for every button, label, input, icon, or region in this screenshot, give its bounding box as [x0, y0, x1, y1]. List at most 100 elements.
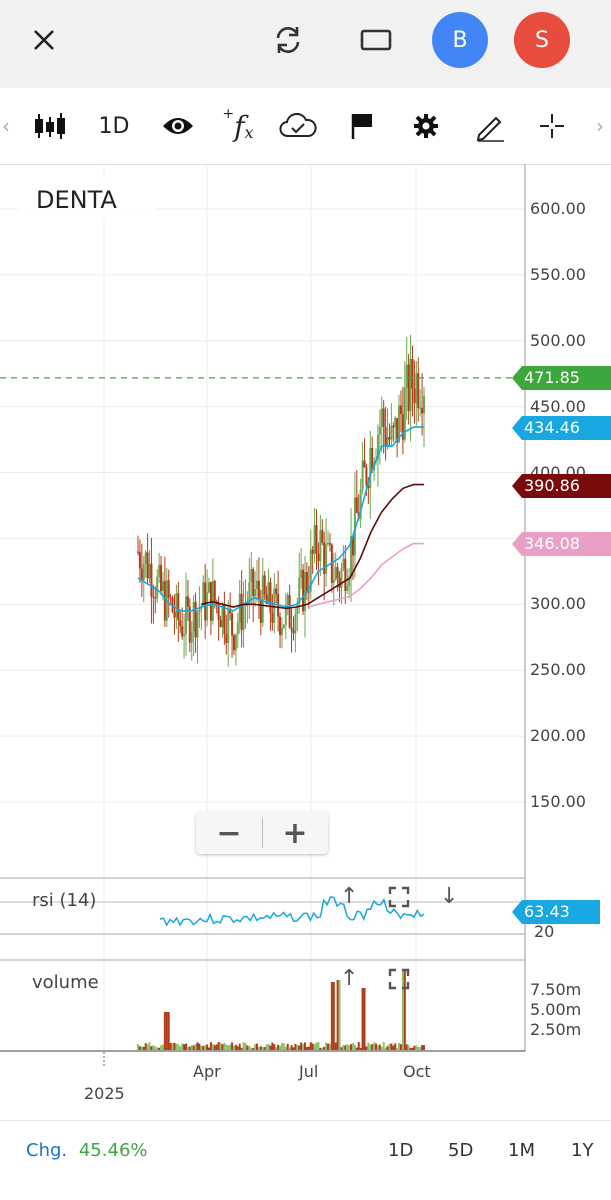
volume-bar [302, 1044, 305, 1050]
candle-body [388, 437, 391, 440]
candle-body [169, 597, 172, 599]
candle-body [250, 569, 253, 583]
volume-bar [332, 982, 335, 1050]
volume-bar [200, 1045, 203, 1050]
period-1y[interactable]: 1Y [571, 1140, 594, 1161]
candle-body [294, 614, 297, 634]
volume-bar [250, 1047, 253, 1050]
volume-bar [267, 1043, 270, 1050]
volume-tick-2: 5.00m [530, 1000, 582, 1019]
move-down-icon[interactable]: ↓ [440, 884, 459, 909]
volume-bar [146, 1044, 149, 1050]
volume-label[interactable]: volume [32, 972, 99, 993]
ma-mid-tag: 390.86 [512, 474, 611, 498]
candle-body [194, 601, 197, 638]
price-chart[interactable] [0, 164, 611, 1124]
month-oct: Oct [403, 1062, 431, 1081]
volume-bar [284, 1046, 287, 1050]
volume-bar [137, 1044, 139, 1050]
flag-icon[interactable] [334, 100, 390, 152]
scroll-left-icon[interactable]: ‹ [2, 114, 10, 138]
volume-bar [248, 1046, 251, 1050]
candle-body [138, 552, 141, 569]
candle-body [227, 608, 230, 643]
candlestick-icon[interactable] [22, 100, 78, 152]
volume-maximize-icon[interactable] [388, 968, 410, 994]
volume-bar [223, 1042, 226, 1050]
volume-bar [169, 1042, 172, 1050]
volume-bar [265, 1044, 268, 1050]
zoom-in-button[interactable]: + [282, 815, 308, 851]
volume-bar [415, 1045, 418, 1050]
avatar-b[interactable]: B [432, 12, 488, 68]
volume-bar [369, 1044, 372, 1050]
volume-bar [215, 1044, 218, 1050]
candle-body [280, 627, 283, 636]
volume-bar [259, 1046, 262, 1050]
candle-body [273, 588, 276, 623]
candle-body [317, 553, 320, 562]
zoom-out-button[interactable]: − [216, 815, 242, 851]
eye-icon[interactable] [150, 100, 206, 152]
volume-bar [177, 1044, 180, 1050]
candle-body [292, 630, 295, 634]
volume-bar [338, 980, 341, 1050]
gear-icon[interactable] [398, 100, 454, 152]
period-5d[interactable]: 5D [448, 1140, 474, 1161]
volume-bar [154, 1046, 157, 1050]
scroll-right-icon[interactable]: › [596, 114, 604, 138]
cloud-check-icon[interactable] [270, 100, 326, 152]
candle-body [146, 552, 149, 579]
moving-averages [137, 426, 424, 612]
crosshair-icon[interactable] [524, 100, 580, 152]
refresh-icon[interactable] [258, 14, 318, 66]
candle-body [208, 582, 211, 593]
interval-button[interactable]: 1D [98, 113, 130, 139]
candle-body [236, 622, 239, 635]
bottom-divider [0, 1120, 611, 1121]
candle-body [140, 568, 143, 581]
volume-bar [353, 1044, 356, 1050]
indicator-fx-icon[interactable]: + 𝑓 x [222, 106, 254, 143]
period-1d[interactable]: 1D [388, 1140, 414, 1161]
volume-bar [409, 1047, 412, 1050]
volume-bar [209, 1042, 212, 1050]
candle-body [148, 563, 151, 579]
volume-bar [163, 1012, 166, 1050]
volume-bar [211, 1043, 214, 1050]
volume-bar [321, 1047, 324, 1050]
period-1m[interactable]: 1M [508, 1140, 535, 1161]
candle-body [321, 530, 324, 543]
volume-bar [300, 1042, 303, 1050]
volume-bar [386, 1046, 389, 1050]
move-up-icon[interactable]: ↑ [340, 884, 359, 909]
window-icon[interactable] [346, 14, 406, 66]
volume-bar [399, 1044, 402, 1050]
volume-tick-1: 7.50m [530, 980, 582, 999]
rsi-label[interactable]: rsi (14) [32, 890, 97, 911]
close-icon[interactable] [14, 14, 74, 66]
candle-body [392, 425, 395, 428]
month-apr: Apr [193, 1062, 221, 1081]
volume-move-up-icon[interactable]: ↑ [340, 966, 359, 991]
candle-body [154, 597, 157, 599]
candle-body [386, 437, 389, 447]
candle-body [401, 413, 404, 440]
candle-body [303, 572, 306, 612]
volume-bar [181, 1043, 184, 1050]
candle-body [202, 582, 205, 607]
candle-body [342, 558, 345, 569]
volume-bar [392, 1045, 395, 1050]
pencil-icon[interactable] [462, 100, 518, 152]
volume-bar [148, 1042, 151, 1050]
volume-bar [198, 1043, 201, 1050]
maximize-icon[interactable] [388, 886, 410, 912]
volume-bar [190, 1044, 193, 1050]
candle-body [359, 489, 362, 519]
candle-body [217, 604, 220, 620]
volume-bar [219, 1042, 222, 1050]
volume-bar [303, 1042, 306, 1050]
volume-bar [315, 1042, 318, 1050]
avatar-s[interactable]: S [514, 12, 570, 68]
volume-bar [269, 1045, 272, 1050]
